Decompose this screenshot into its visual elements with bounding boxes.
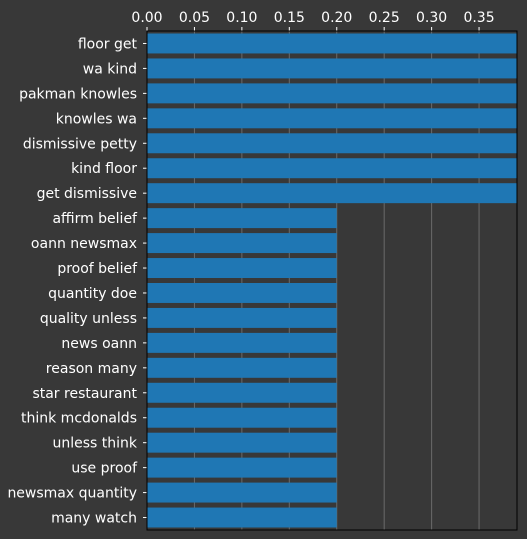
category-label: unless think (52, 436, 137, 452)
bar (147, 33, 517, 54)
bar (147, 332, 337, 353)
x-tick-label: 0.10 (226, 10, 257, 26)
bar (147, 282, 337, 303)
category-label: get dismissive (37, 186, 137, 202)
bar (147, 482, 337, 503)
category-label: pakman knowles (19, 86, 137, 102)
bar (147, 133, 517, 154)
x-tick-label: 0.20 (321, 10, 352, 26)
category-label: oann newsmax (31, 236, 137, 252)
bar (147, 183, 517, 204)
category-labels: floor get wa kind pakman knowles knowles wa… (7, 36, 147, 527)
category-label: use proof (71, 461, 138, 477)
category-label: think mcdonalds (21, 411, 137, 427)
category-label: news oann (61, 336, 137, 352)
bar (147, 83, 517, 104)
bar (147, 258, 337, 279)
category-label: wa kind (83, 61, 137, 77)
plot-area (147, 31, 517, 530)
axes-border (146, 30, 518, 531)
x-tick-label: 0.30 (416, 10, 447, 26)
bar (147, 108, 517, 129)
bar (147, 357, 337, 378)
category-label: newsmax quantity (7, 486, 137, 502)
category-label: many watch (51, 511, 137, 527)
bar (147, 457, 337, 478)
x-tick-labels: 0.00 0.05 0.10 0.15 0.20 0.25 0.30 0.35 (131, 10, 495, 31)
bar (147, 208, 337, 229)
bars (147, 33, 517, 528)
category-label: proof belief (57, 261, 138, 277)
category-label: quality unless (40, 311, 137, 327)
bar (147, 158, 517, 179)
x-tick-label: 0.00 (131, 10, 162, 26)
category-label: kind floor (71, 161, 137, 177)
category-label: floor get (78, 36, 138, 52)
x-tick-label: 0.15 (274, 10, 305, 26)
category-label: quantity doe (48, 286, 137, 302)
category-label: dismissive petty (23, 136, 137, 152)
x-tick-label: 0.25 (369, 10, 400, 26)
category-label: knowles wa (56, 111, 137, 127)
bar (147, 507, 337, 528)
bar (147, 58, 517, 79)
axes-frame (146, 30, 518, 531)
x-tick-label: 0.35 (463, 10, 494, 26)
bar (147, 432, 337, 453)
bar (147, 307, 337, 328)
bar (147, 407, 337, 428)
category-label: reason many (46, 361, 137, 377)
x-tick-label: 0.05 (179, 10, 210, 26)
bar (147, 382, 337, 403)
category-label: star restaurant (32, 386, 137, 402)
category-label: affirm belief (52, 211, 138, 227)
bar (147, 233, 337, 254)
